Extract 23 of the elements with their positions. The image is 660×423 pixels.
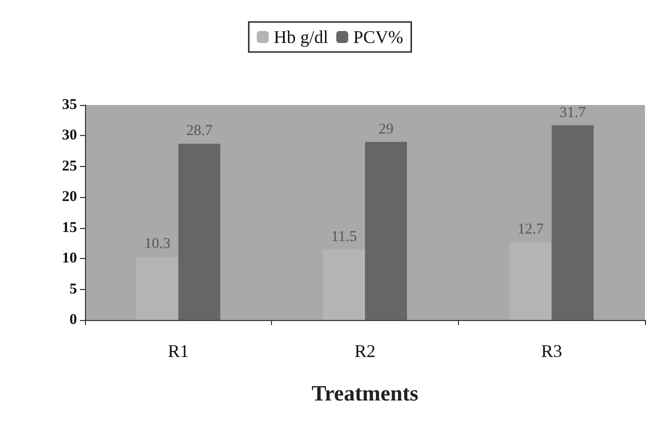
y-tick-label: 25 [62,158,77,174]
x-tick-label: R1 [168,341,189,361]
x-tick-label: R2 [354,341,376,361]
bar [178,144,220,320]
data-label: 11.5 [331,228,357,245]
legend-label: PCV% [353,27,404,47]
y-tick-label: 10 [62,250,77,267]
y-tick-label: 35 [62,97,77,113]
data-label: 10.3 [144,236,170,252]
legend-label: Hb g/dl [274,27,328,47]
bar [365,142,407,320]
data-label: 12.7 [518,221,544,238]
y-tick-label: 30 [62,128,77,144]
data-label: 28.7 [186,123,213,140]
data-label: 31.7 [560,104,586,121]
x-tick-label: R3 [541,341,562,361]
y-tick-label: 20 [62,189,77,206]
y-tick-label: 5 [70,281,77,298]
data-label: 29 [378,121,394,138]
x-axis-title: Treatments [312,380,419,406]
bar [552,125,594,320]
y-tick-label: 15 [62,220,77,236]
y-tick-label: 0 [70,312,77,328]
